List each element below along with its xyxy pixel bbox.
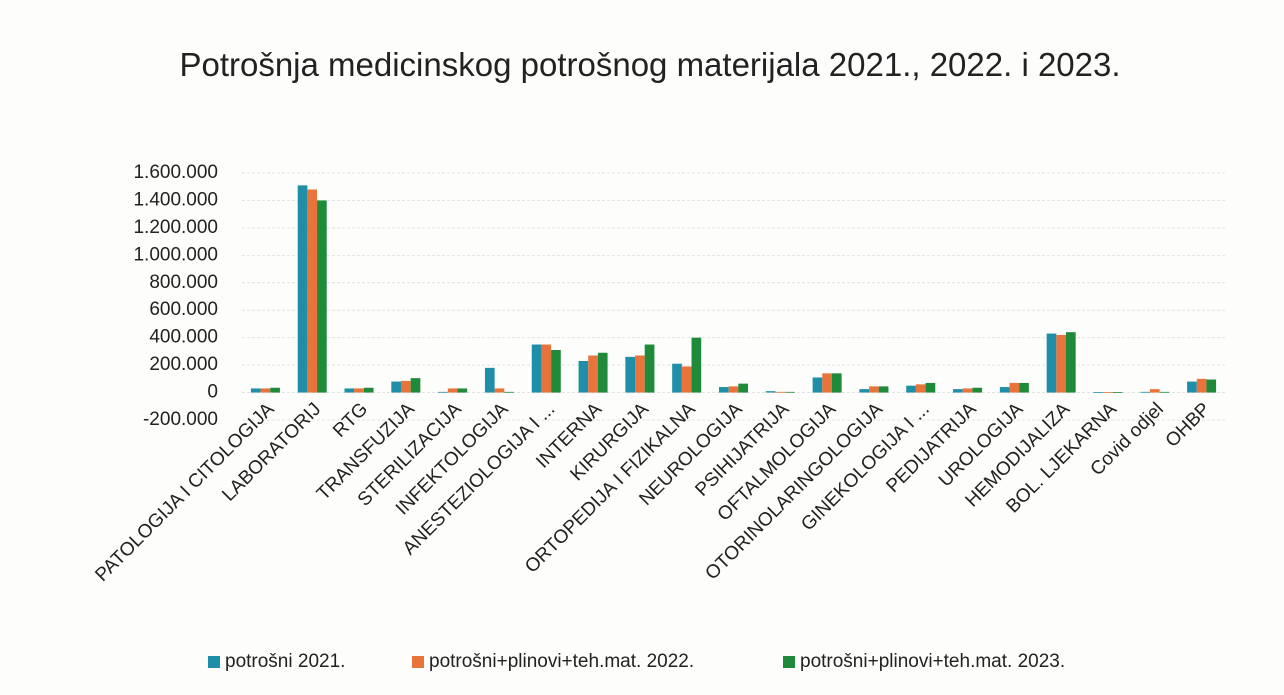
x-tick-label: RTG [329, 399, 372, 442]
bar [1066, 332, 1076, 393]
legend-label: potrošni 2021. [225, 651, 345, 672]
bar [915, 384, 926, 393]
bar [1056, 334, 1067, 393]
bar [1103, 392, 1113, 393]
bar [531, 344, 542, 393]
bar [775, 391, 786, 393]
bar [869, 386, 879, 393]
bar [672, 363, 682, 393]
bar [635, 355, 645, 393]
bar [1112, 392, 1123, 393]
bar [999, 387, 1010, 393]
bar [317, 200, 327, 393]
bar [363, 387, 374, 393]
bar [494, 388, 505, 393]
bar [625, 356, 636, 393]
bar [344, 388, 355, 393]
y-tick-label: 200.000 [149, 354, 218, 375]
legend-label: potrošni+plinovi+teh.mat. 2022. [429, 651, 694, 672]
bar [859, 389, 870, 393]
y-tick-label: 600.000 [149, 299, 218, 320]
bar [1140, 391, 1150, 393]
bar [1196, 378, 1207, 393]
bar [878, 386, 889, 393]
bar [457, 388, 468, 393]
bar [962, 388, 973, 393]
bar [972, 387, 983, 393]
bar [447, 388, 458, 393]
bar [250, 388, 261, 393]
bar [765, 391, 776, 393]
bar [504, 391, 514, 393]
legend-swatch [783, 656, 795, 668]
bar [597, 352, 608, 393]
bar [541, 344, 552, 393]
bar [551, 350, 561, 393]
bar [578, 360, 589, 393]
bar [484, 367, 495, 393]
bar [925, 382, 936, 393]
bar [588, 355, 598, 393]
chart-title: Potrošnja medicinskog potrošnog materija… [179, 46, 1121, 83]
bar [260, 388, 271, 393]
bar [400, 380, 411, 393]
bar [906, 385, 916, 393]
bar [307, 189, 318, 393]
y-tick-label: -200.000 [143, 409, 218, 430]
bar [1046, 333, 1057, 393]
bar [297, 185, 308, 393]
bar [438, 391, 448, 393]
y-tick-label: 1.400.000 [133, 189, 218, 210]
y-tick-label: 1.000.000 [133, 244, 218, 265]
y-tick-label: 1.600.000 [133, 162, 218, 183]
bar [1019, 382, 1029, 393]
bar [270, 387, 280, 393]
bar [812, 377, 823, 393]
x-tick-label: OHBP [1162, 399, 1215, 452]
bar [1009, 382, 1020, 393]
legend-label: potrošni+plinovi+teh.mat. 2023. [800, 651, 1065, 672]
y-tick-label: 400.000 [149, 327, 218, 348]
bar [953, 389, 963, 393]
bar [1187, 381, 1197, 393]
bar [391, 381, 401, 393]
bar [354, 388, 364, 393]
bar [1093, 392, 1104, 393]
bar [718, 387, 729, 393]
bar [1206, 379, 1217, 393]
legend-swatch [208, 656, 220, 668]
bar [1149, 389, 1160, 393]
bar [728, 386, 739, 393]
bar [1159, 391, 1170, 393]
bar [681, 366, 692, 393]
bar [738, 383, 749, 393]
bar [785, 391, 795, 393]
bar [691, 337, 702, 393]
bar [410, 378, 421, 393]
legend-swatch [412, 656, 424, 668]
y-tick-label: 1.200.000 [133, 217, 218, 238]
bar [644, 344, 655, 393]
bar [831, 373, 842, 393]
y-tick-label: 0 [207, 382, 218, 403]
y-tick-label: 800.000 [149, 272, 218, 293]
bar [822, 373, 832, 393]
